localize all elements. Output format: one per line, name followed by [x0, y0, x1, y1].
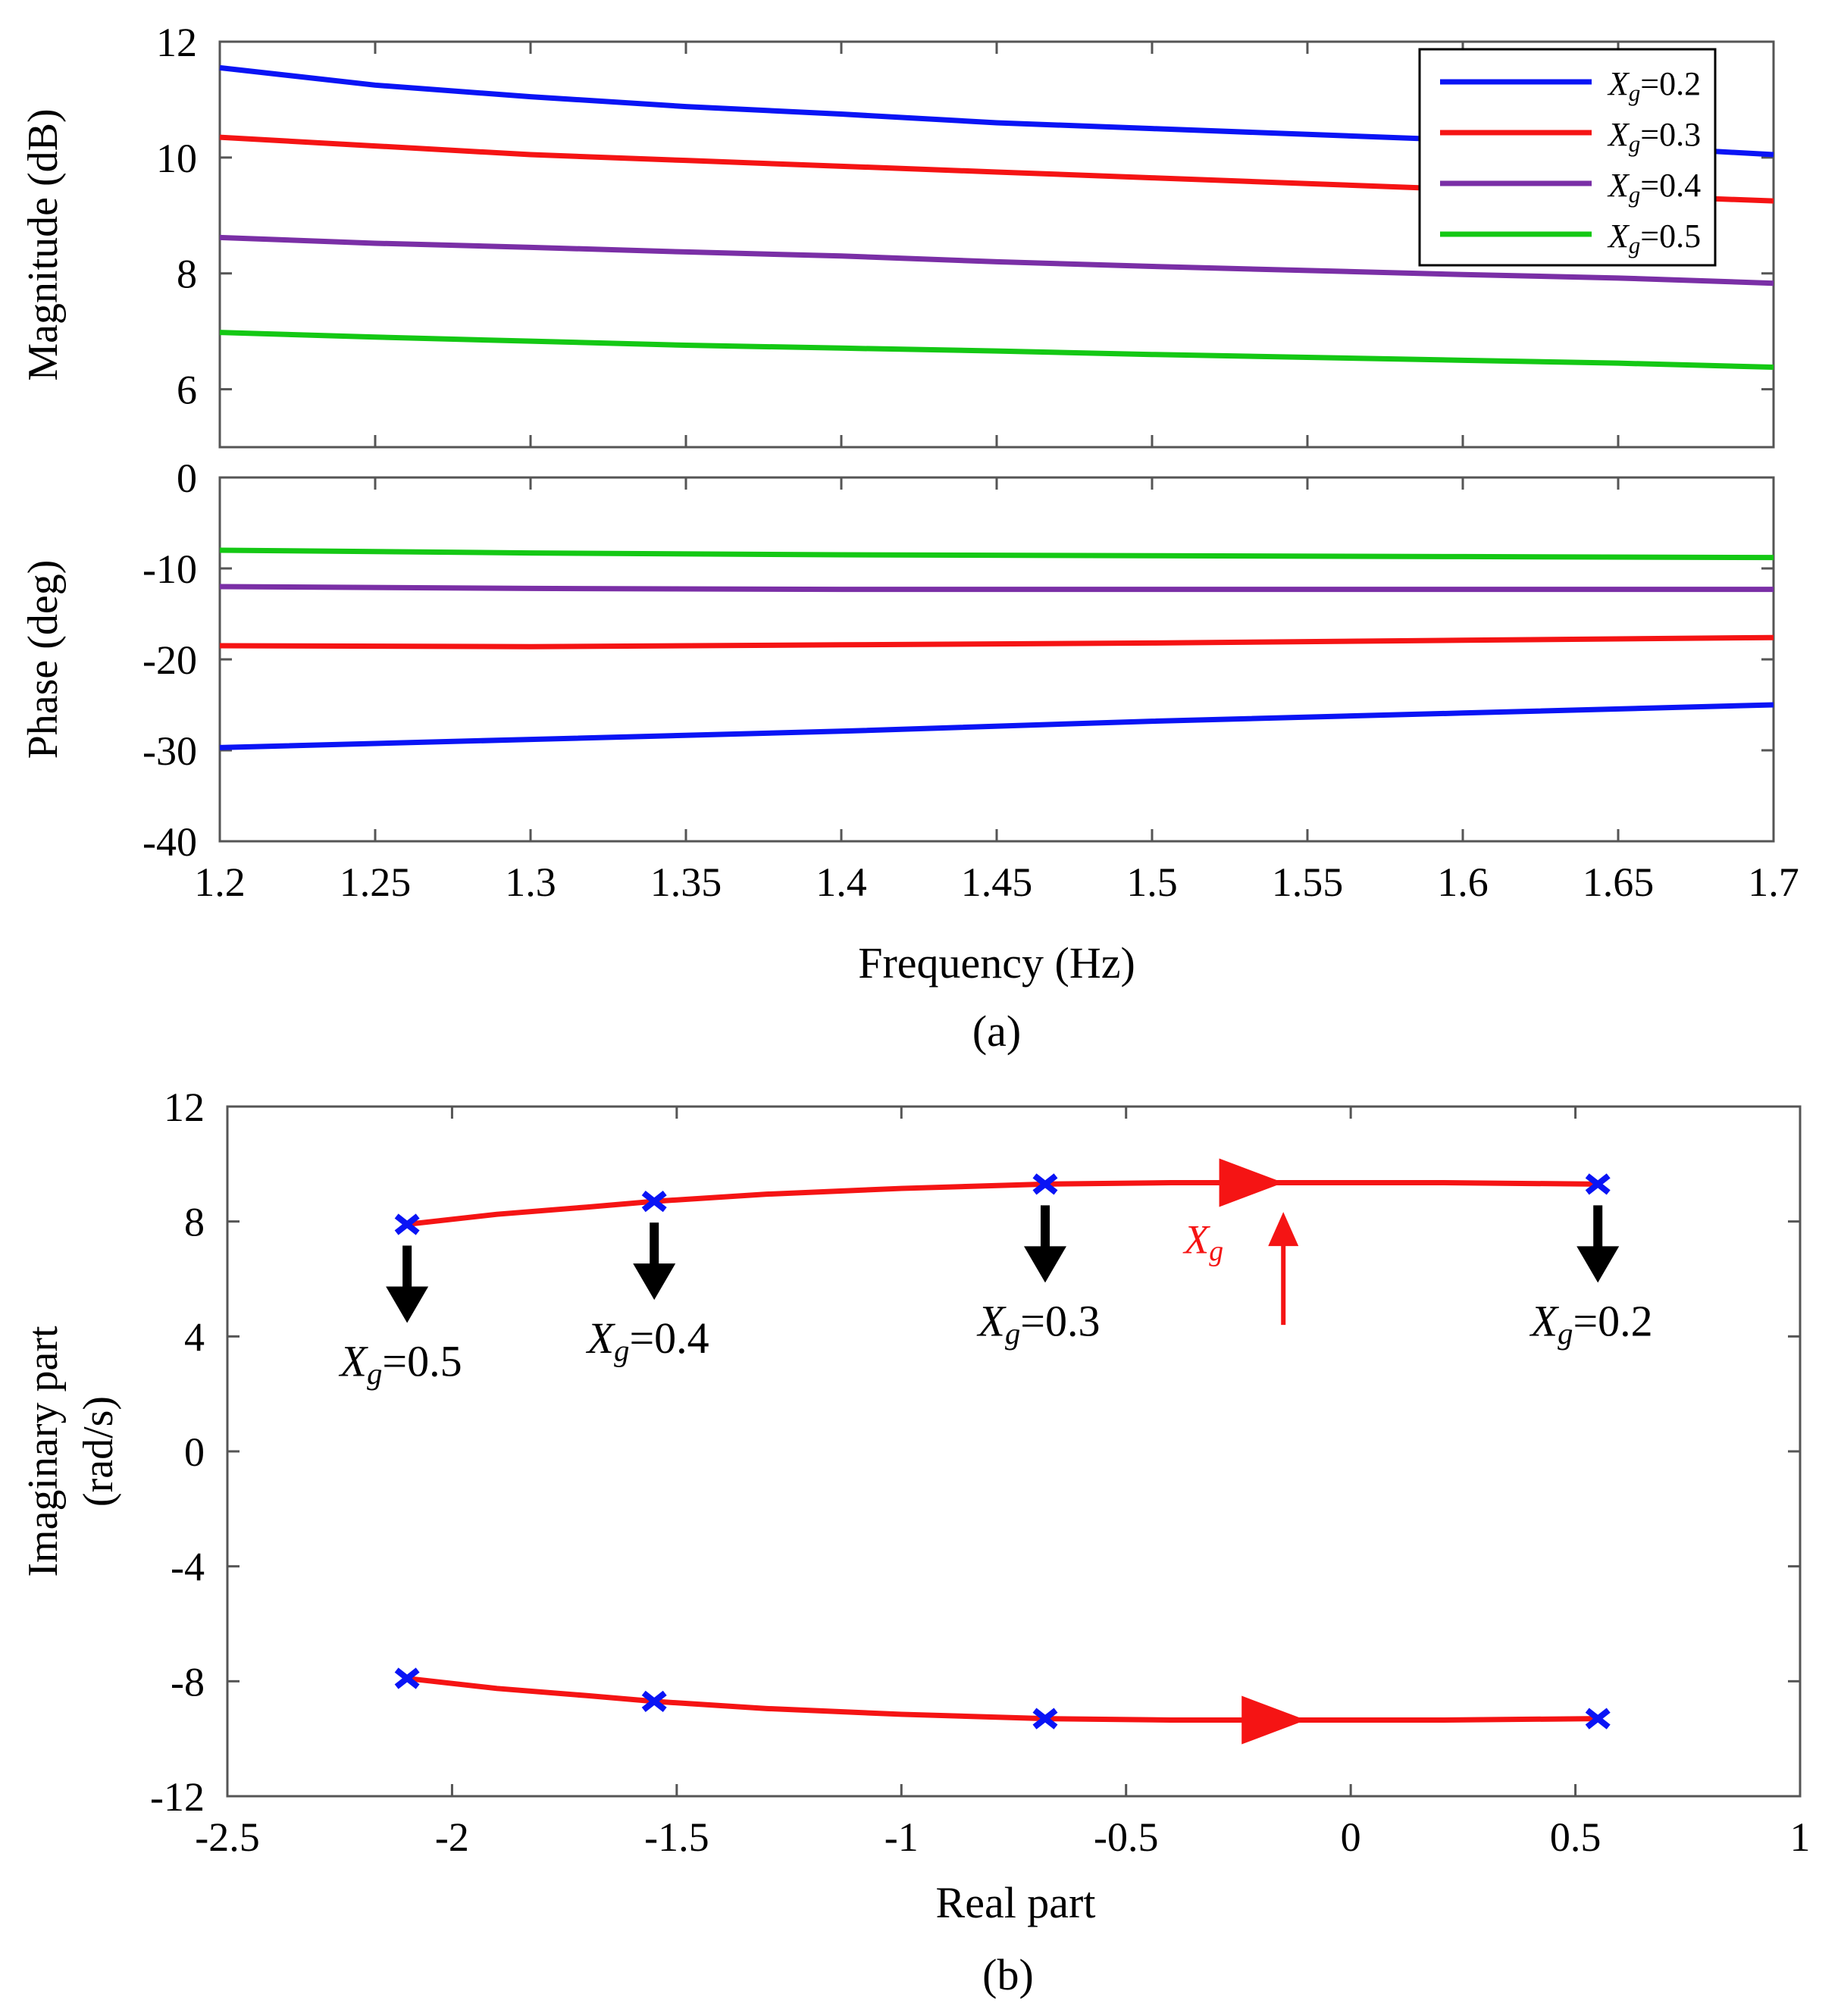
locus-xtick-label: 0.5	[1550, 1814, 1601, 1860]
phase-ytick-label: -30	[142, 728, 197, 774]
xg-label: Xg	[1182, 1216, 1223, 1267]
phase-xtick-label: 1.45	[961, 859, 1033, 905]
mag-ytick-label: 8	[177, 252, 197, 297]
locus-x-axis-label: Real part	[936, 1878, 1096, 1927]
phase-line-3	[219, 584, 1774, 593]
phase-line-4	[219, 547, 1774, 561]
legend-label-3: Xg=0.4	[1607, 167, 1701, 208]
locus-y-axis-label-line1: Imaginary part	[20, 1326, 67, 1577]
pole-marker	[641, 1190, 667, 1213]
phase-ytick-label: -40	[142, 819, 197, 865]
magnitude-y-axis-label: Magnitude (dB)	[20, 108, 67, 380]
phase-ytick-label: -20	[142, 637, 197, 683]
locus-y-ticks: -12 -8 -4 0 4 8 12	[150, 1085, 1800, 1820]
pole-annotation-1: Xg=0.5	[339, 1336, 462, 1390]
phase-axes-box	[218, 476, 1775, 843]
pole-marker	[641, 1690, 667, 1713]
locus-xtick-label: -2	[435, 1814, 469, 1860]
locus-branch-upper	[406, 1179, 1598, 1227]
locus-branch-lower	[406, 1676, 1598, 1723]
locus-annotations: Xg=0.5 Xg=0.4 Xg=0.3 Xg=0.2 Xg	[339, 1205, 1653, 1391]
phase-xtick-label: 1.25	[340, 859, 412, 905]
xg-increase-arrow	[1268, 1212, 1299, 1326]
phase-y-ticks: -40 -30 -20 -10 0	[142, 455, 1774, 865]
pole-annotation-3: Xg=0.3	[977, 1296, 1101, 1350]
phase-xtick-label: 1.2	[194, 859, 246, 905]
phase-panel: -40-30-20-100 1.2 1.25 1.3 1.35 1.4 1.45 1.5 1.…	[20, 455, 1799, 988]
down-arrow-2	[633, 1222, 676, 1301]
down-arrow-4	[1576, 1205, 1620, 1283]
mag-ytick-label: 12	[156, 20, 197, 65]
phase-xtick-label: 1.35	[650, 859, 722, 905]
phase-series	[219, 547, 1774, 750]
magnitude-panel: 6 8 10 12 Magnitude (dB) Xg=0.2 Xg=0.3 Xg=0.4…	[20, 20, 1775, 449]
phase-xtick-label: 1.65	[1583, 859, 1655, 905]
legend-label-4: Xg=0.5	[1607, 218, 1701, 258]
phase-x-ticks: 1.2 1.25 1.3 1.35 1.4 1.45 1.5 1.55 1.6 1.65 1.7	[194, 477, 1799, 905]
phase-ytick-label: 0	[177, 455, 197, 501]
locus-xtick-label: -2.5	[195, 1814, 259, 1860]
phase-xtick-label: 1.3	[505, 859, 556, 905]
phase-xtick-label: 1.55	[1272, 859, 1344, 905]
root-locus-panel: -12 -8 -4 0 4 8 12 -2.5 -2 -1.5 -1 -0.5 0 0.5 1 Xg=0.…	[20, 1085, 1811, 1927]
pole-marker	[394, 1667, 420, 1689]
locus-xtick-label: -1.5	[644, 1814, 709, 1860]
pole-marker	[1032, 1173, 1058, 1195]
pole-annotation-4: Xg=0.2	[1529, 1296, 1653, 1350]
down-arrow-1	[386, 1245, 429, 1323]
direction-arrowhead-2	[1241, 1695, 1307, 1745]
locus-ytick-label: -12	[150, 1774, 205, 1820]
pole-annotation-2: Xg=0.4	[586, 1313, 709, 1367]
locus-xtick-label: -0.5	[1094, 1814, 1158, 1860]
locus-ytick-label: -8	[171, 1659, 205, 1705]
legend-box	[1418, 48, 1717, 267]
phase-xtick-label: 1.7	[1748, 859, 1799, 905]
phase-ytick-label: -10	[142, 546, 197, 592]
locus-xtick-label: 0	[1341, 1814, 1361, 1860]
mag-line-4	[219, 330, 1774, 371]
down-arrow-3	[1024, 1205, 1066, 1283]
legend-label-2: Xg=0.3	[1607, 116, 1701, 157]
mag-line-3	[219, 234, 1774, 286]
phase-line-2	[219, 634, 1774, 650]
caption-b: (b)	[982, 1950, 1034, 1999]
mag-ytick-label: 6	[177, 368, 197, 413]
locus-ytick-label: 0	[184, 1429, 205, 1475]
phase-line-1	[219, 702, 1774, 750]
locus-ytick-label: 12	[164, 1085, 205, 1130]
phase-x-axis-label: Frequency (Hz)	[858, 938, 1135, 988]
caption-a: (a)	[972, 1006, 1021, 1056]
pole-marker	[1585, 1708, 1611, 1730]
phase-xtick-label: 1.5	[1126, 859, 1178, 905]
phase-xtick-label: 1.4	[816, 859, 867, 905]
phase-xtick-label: 1.6	[1437, 859, 1489, 905]
pole-marker	[1585, 1173, 1611, 1195]
locus-axes-box	[226, 1105, 1802, 1798]
locus-xtick-label: -1	[884, 1814, 919, 1860]
pole-marker	[394, 1213, 420, 1235]
locus-y-axis-label-line2: (rad/s)	[75, 1396, 122, 1507]
locus-ytick-label: 4	[184, 1314, 205, 1360]
magnitude-y-ticks: 6 8 10 12	[156, 20, 1775, 447]
locus-curves	[394, 1158, 1611, 1745]
mag-ytick-label: 10	[156, 136, 197, 181]
locus-x-ticks: -2.5 -2 -1.5 -1 -0.5 0 0.5 1	[195, 1107, 1811, 1860]
direction-arrowhead-1	[1219, 1158, 1284, 1207]
magnitude-legend: Xg=0.2 Xg=0.3 Xg=0.4 Xg=0.5	[1418, 48, 1717, 267]
legend-label-1: Xg=0.2	[1607, 65, 1701, 106]
locus-ytick-label: -4	[171, 1545, 205, 1590]
phase-y-axis-label: Phase (deg)	[20, 560, 67, 759]
pole-marker	[1032, 1708, 1058, 1730]
locus-xtick-label: 1	[1790, 1814, 1811, 1860]
locus-ytick-label: 8	[184, 1200, 205, 1245]
